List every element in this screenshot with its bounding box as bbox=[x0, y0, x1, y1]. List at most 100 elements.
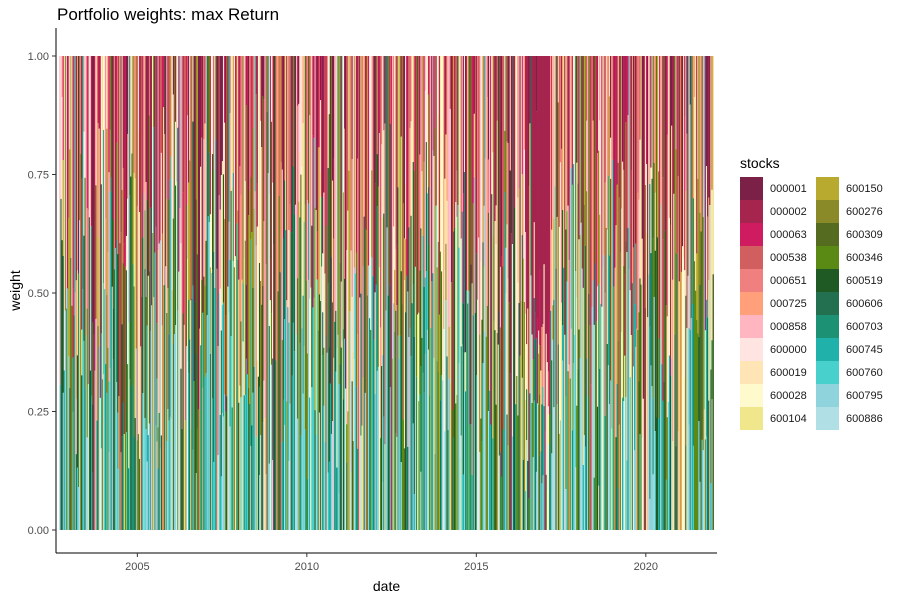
bar-segment bbox=[570, 168, 573, 329]
bar-segment bbox=[670, 56, 672, 226]
bar-segment bbox=[634, 56, 636, 305]
bar-segment bbox=[578, 56, 580, 240]
bar-segment bbox=[138, 458, 141, 530]
bar-segment bbox=[387, 295, 390, 530]
bar-segment bbox=[172, 56, 175, 95]
bar-segment bbox=[250, 239, 252, 446]
bar-segment bbox=[636, 328, 638, 530]
bar-segment bbox=[457, 56, 459, 206]
bar-segment bbox=[122, 402, 125, 530]
bar-segment bbox=[665, 56, 668, 306]
bar-segment bbox=[665, 305, 668, 480]
bar-segment bbox=[394, 56, 396, 270]
bar-segment bbox=[248, 215, 250, 389]
bar-segment bbox=[576, 162, 578, 298]
bar-segment bbox=[712, 56, 715, 275]
bar-segment bbox=[535, 338, 538, 472]
bar-segment bbox=[426, 193, 429, 330]
bar-segment bbox=[575, 467, 577, 530]
bar-segment bbox=[167, 288, 169, 409]
bar-segment bbox=[389, 123, 392, 387]
bar-segment bbox=[357, 334, 359, 449]
bar-segment bbox=[313, 137, 315, 298]
bar-segment bbox=[505, 247, 507, 293]
bar-segment bbox=[475, 253, 478, 376]
bar-segment bbox=[611, 56, 613, 429]
bar-segment bbox=[484, 158, 487, 530]
bar-segment bbox=[72, 411, 74, 530]
bar-segment bbox=[83, 235, 85, 341]
bar-segment bbox=[268, 193, 271, 326]
bar-segment bbox=[410, 215, 412, 357]
bar-segment bbox=[463, 172, 466, 353]
bar-segment bbox=[237, 210, 239, 260]
bar-segment bbox=[474, 56, 477, 313]
bar-segment bbox=[458, 56, 460, 248]
bar-segment bbox=[125, 432, 128, 530]
bar-segment bbox=[516, 56, 518, 376]
bar-segment bbox=[75, 454, 78, 530]
bar-segment bbox=[673, 193, 675, 530]
bar-segment bbox=[437, 241, 440, 372]
bar-segment bbox=[506, 141, 508, 225]
bar-segment bbox=[288, 56, 290, 231]
bar-segment bbox=[176, 56, 178, 182]
bar-segment bbox=[460, 346, 463, 436]
bar-segment bbox=[463, 352, 466, 530]
bar-segment bbox=[417, 56, 419, 315]
bar-segment bbox=[547, 406, 550, 530]
bar-segment bbox=[708, 400, 710, 530]
bar-segment bbox=[245, 284, 248, 359]
bar-segment bbox=[666, 417, 669, 530]
bar-segment bbox=[109, 367, 112, 530]
bar-segment bbox=[144, 269, 146, 418]
bar-segment bbox=[560, 148, 563, 303]
bar-segment bbox=[318, 56, 321, 148]
bar-segment bbox=[536, 56, 539, 319]
bar-segment bbox=[654, 56, 657, 193]
bar-segment bbox=[607, 365, 610, 530]
bar-segment bbox=[180, 368, 182, 530]
bar-segment bbox=[201, 279, 203, 530]
bar-segment bbox=[532, 56, 535, 360]
bar-segment bbox=[658, 171, 660, 419]
bar-segment bbox=[524, 490, 527, 530]
bar-segment bbox=[251, 56, 253, 233]
bar-segment bbox=[491, 56, 493, 195]
bar-segment bbox=[128, 322, 130, 469]
bar-segment bbox=[641, 238, 644, 438]
bar-segment bbox=[638, 312, 640, 382]
bar-segment bbox=[603, 254, 605, 531]
bar-segment bbox=[687, 275, 689, 530]
bar-segment bbox=[331, 56, 334, 181]
bar-segment bbox=[280, 162, 283, 530]
bar-segment bbox=[462, 193, 465, 304]
bar-segment bbox=[178, 56, 180, 272]
legend-keys: 000001 000002 000063 000538 000651 000725 0008… bbox=[740, 177, 892, 430]
bar-segment bbox=[165, 56, 167, 267]
bar-segment bbox=[350, 472, 353, 530]
bar-segment bbox=[244, 240, 247, 396]
bar-segment bbox=[424, 90, 427, 278]
bar-segment bbox=[551, 453, 553, 530]
bar-segment bbox=[137, 130, 140, 435]
bar-segment bbox=[675, 149, 677, 254]
bar-segment bbox=[708, 56, 710, 198]
bar-segment bbox=[182, 313, 185, 530]
bar-segment bbox=[378, 267, 381, 530]
bar-segment bbox=[448, 326, 451, 379]
bar-segment bbox=[624, 56, 626, 274]
bar-segment bbox=[639, 433, 641, 530]
bar-segment bbox=[360, 435, 362, 530]
bar-segment bbox=[146, 325, 149, 462]
bar-segment bbox=[178, 271, 180, 530]
bar-segment bbox=[413, 494, 416, 530]
bar-segment bbox=[229, 112, 231, 260]
bar-segment bbox=[296, 333, 298, 530]
bar-segment bbox=[208, 152, 211, 223]
bar-segment bbox=[693, 261, 696, 530]
bar-segment bbox=[618, 424, 621, 530]
bar-segment bbox=[243, 395, 246, 530]
bar-segment bbox=[141, 296, 143, 530]
bar-segment bbox=[125, 235, 128, 271]
